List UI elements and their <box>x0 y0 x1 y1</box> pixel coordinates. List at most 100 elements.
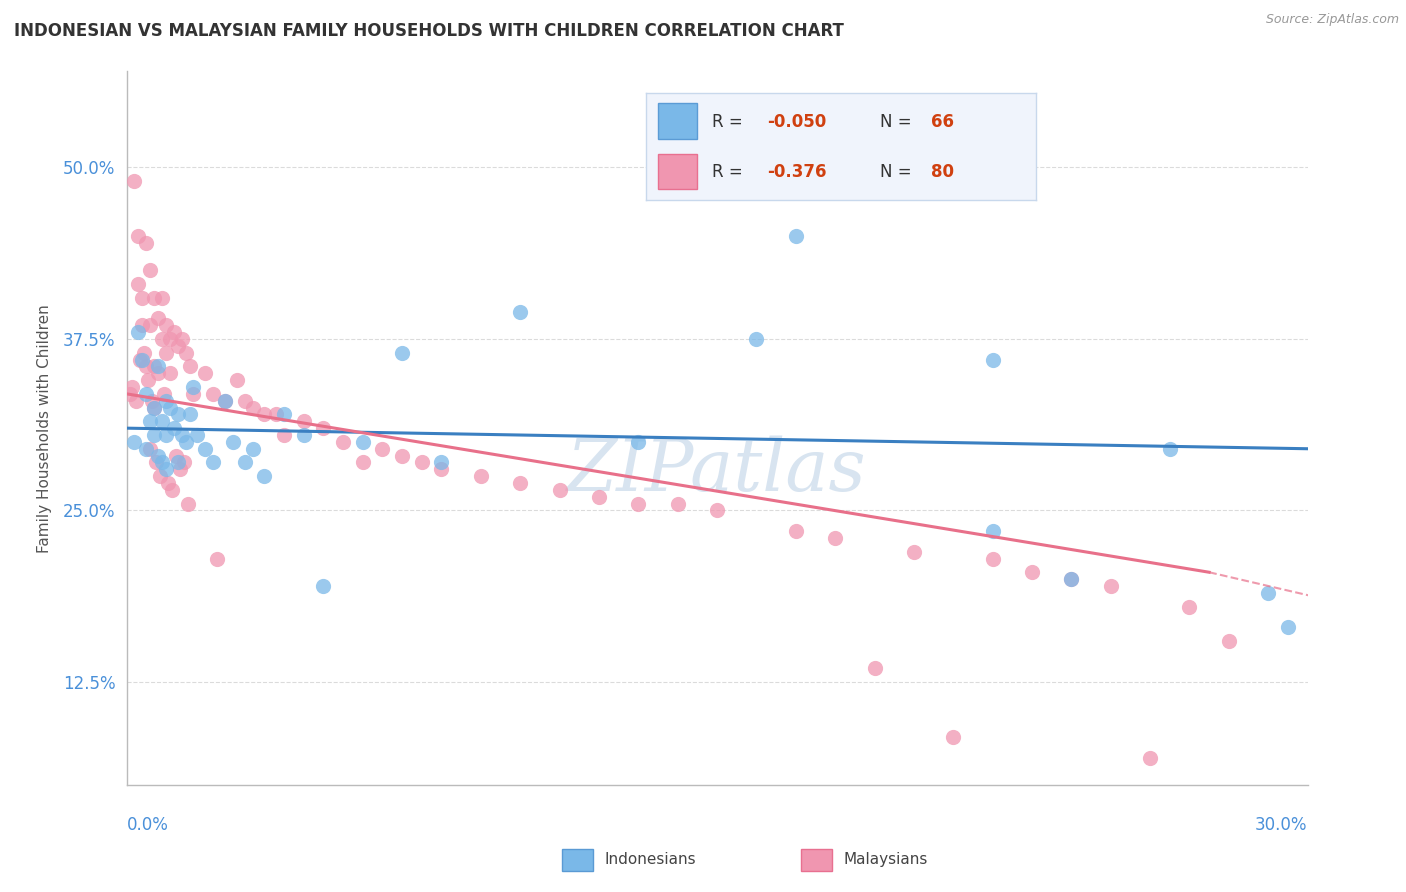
Point <box>127 325 149 339</box>
Point <box>863 661 886 675</box>
Point <box>146 449 169 463</box>
Point <box>1060 572 1083 586</box>
Point <box>253 408 276 422</box>
Text: N =: N = <box>880 112 917 130</box>
Point <box>430 455 453 469</box>
Point <box>139 414 162 428</box>
Text: ZIPatlas: ZIPatlas <box>567 435 868 507</box>
Point <box>131 291 153 305</box>
Point <box>627 497 650 511</box>
Point <box>942 730 965 744</box>
Point <box>1178 599 1201 614</box>
Text: 0.0%: 0.0% <box>127 816 169 834</box>
Point <box>312 579 335 593</box>
Point <box>141 393 163 408</box>
Y-axis label: Family Households with Children: Family Households with Children <box>37 304 52 552</box>
Point <box>222 434 245 449</box>
Point <box>981 352 1004 367</box>
Point <box>120 387 142 401</box>
Point <box>150 455 173 469</box>
Point <box>166 339 188 353</box>
Point <box>1257 586 1279 600</box>
Text: R =: R = <box>713 163 748 181</box>
Point <box>194 366 217 380</box>
Point <box>174 345 197 359</box>
Point <box>470 469 492 483</box>
Point <box>352 434 374 449</box>
Point <box>264 408 287 422</box>
Point <box>131 318 153 333</box>
Point <box>135 387 157 401</box>
Point <box>139 442 162 456</box>
Text: 30.0%: 30.0% <box>1256 816 1308 834</box>
Point <box>824 531 846 545</box>
Point <box>146 359 169 374</box>
Text: -0.376: -0.376 <box>768 163 827 181</box>
Text: INDONESIAN VS MALAYSIAN FAMILY HOUSEHOLDS WITH CHILDREN CORRELATION CHART: INDONESIAN VS MALAYSIAN FAMILY HOUSEHOLD… <box>14 22 844 40</box>
Point <box>981 524 1004 538</box>
Point <box>1159 442 1181 456</box>
Point <box>430 462 453 476</box>
Point <box>627 434 650 449</box>
Point <box>666 497 689 511</box>
Bar <box>658 103 697 139</box>
Point <box>150 332 173 346</box>
Point <box>121 380 143 394</box>
Point <box>1099 579 1122 593</box>
Point <box>183 380 205 394</box>
Point <box>159 332 181 346</box>
Point <box>292 428 315 442</box>
Point <box>194 442 217 456</box>
Point <box>145 455 167 469</box>
Point <box>509 476 531 491</box>
Text: 80: 80 <box>931 163 953 181</box>
Point <box>202 387 225 401</box>
Point <box>233 455 256 469</box>
Point <box>183 387 205 401</box>
Point <box>233 393 256 408</box>
Point <box>135 235 157 250</box>
Point <box>150 291 173 305</box>
Point <box>242 401 264 415</box>
Point <box>156 476 179 491</box>
Text: -0.050: -0.050 <box>768 112 827 130</box>
Point <box>163 421 186 435</box>
Point <box>588 490 610 504</box>
Point <box>153 387 176 401</box>
Point <box>391 449 413 463</box>
Point <box>143 401 166 415</box>
Point <box>127 277 149 291</box>
Point <box>745 332 768 346</box>
Point <box>146 311 169 326</box>
Point <box>155 318 177 333</box>
Text: R =: R = <box>713 112 748 130</box>
Point <box>131 352 153 367</box>
Point <box>124 174 146 188</box>
Point <box>149 469 172 483</box>
Point <box>146 366 169 380</box>
Text: 66: 66 <box>931 112 953 130</box>
Point <box>509 304 531 318</box>
Point <box>163 325 186 339</box>
Point <box>785 229 807 244</box>
Point <box>139 318 162 333</box>
Bar <box>658 153 697 189</box>
Point <box>169 462 191 476</box>
Point <box>143 359 166 374</box>
Point <box>134 345 156 359</box>
Point <box>785 524 807 538</box>
Point <box>166 408 188 422</box>
Point <box>371 442 394 456</box>
Point <box>179 408 201 422</box>
Text: Malaysians: Malaysians <box>844 853 928 867</box>
Point <box>391 345 413 359</box>
Point <box>160 483 183 497</box>
Point <box>155 428 177 442</box>
Point <box>135 359 157 374</box>
Point <box>1021 566 1043 580</box>
Point <box>273 408 295 422</box>
Point <box>139 263 162 277</box>
Point <box>143 401 166 415</box>
Point <box>1139 750 1161 764</box>
Point <box>150 414 173 428</box>
